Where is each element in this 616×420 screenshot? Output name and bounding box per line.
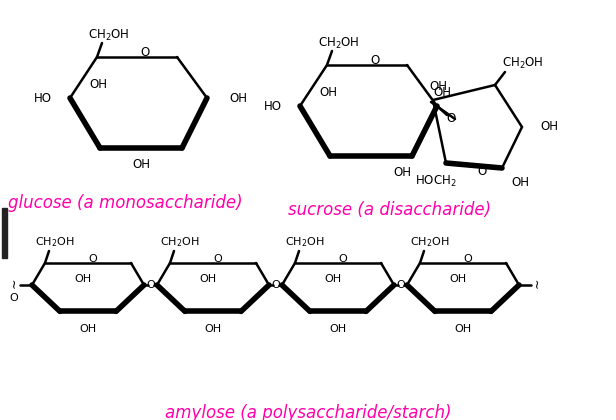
- Text: sucrose (a disaccharide): sucrose (a disaccharide): [288, 201, 492, 219]
- Text: OH: OH: [450, 275, 466, 284]
- Text: OH: OH: [200, 275, 217, 284]
- Text: O: O: [89, 254, 97, 264]
- Text: CH$_2$OH: CH$_2$OH: [502, 55, 544, 71]
- Text: glucose (a monosaccharide): glucose (a monosaccharide): [8, 194, 243, 212]
- Text: OH: OH: [393, 165, 411, 178]
- Text: O: O: [339, 254, 347, 264]
- Text: OH: OH: [511, 176, 529, 189]
- Text: HOCH$_2$: HOCH$_2$: [415, 173, 457, 189]
- Text: OH: OH: [455, 324, 472, 334]
- Bar: [2, 208, 7, 258]
- Text: O: O: [10, 293, 18, 303]
- Text: OH: OH: [330, 324, 347, 334]
- Text: OH: OH: [325, 275, 341, 284]
- Text: OH: OH: [229, 92, 247, 105]
- Text: CH$_2$OH: CH$_2$OH: [285, 235, 325, 249]
- Text: O: O: [271, 280, 280, 290]
- Text: CH$_2$OH: CH$_2$OH: [318, 35, 360, 50]
- Text: $\sim$: $\sim$: [530, 278, 543, 292]
- Text: amylose (a polysaccharide/starch): amylose (a polysaccharide/starch): [164, 404, 452, 420]
- Text: CH$_2$OH: CH$_2$OH: [410, 235, 450, 249]
- Text: O: O: [214, 254, 222, 264]
- Text: O: O: [447, 111, 456, 124]
- Text: OH: OH: [429, 79, 447, 92]
- Text: OH: OH: [540, 121, 558, 134]
- Text: O: O: [477, 165, 487, 178]
- Text: OH: OH: [433, 86, 451, 99]
- Text: O: O: [396, 280, 405, 290]
- Text: OH: OH: [75, 275, 92, 284]
- Text: O: O: [146, 280, 155, 290]
- Text: OH: OH: [205, 324, 222, 334]
- Text: $\sim$: $\sim$: [7, 278, 20, 292]
- Text: OH: OH: [79, 324, 97, 334]
- Text: O: O: [464, 254, 472, 264]
- Text: O: O: [370, 55, 379, 68]
- Text: CH$_2$OH: CH$_2$OH: [88, 27, 130, 42]
- Text: CH$_2$OH: CH$_2$OH: [160, 235, 200, 249]
- Text: OH: OH: [132, 158, 150, 171]
- Text: OH: OH: [89, 78, 107, 90]
- Text: HO: HO: [34, 92, 52, 105]
- Text: OH: OH: [319, 86, 337, 99]
- Text: O: O: [140, 47, 150, 60]
- Text: HO: HO: [264, 100, 282, 113]
- Text: CH$_2$OH: CH$_2$OH: [35, 235, 75, 249]
